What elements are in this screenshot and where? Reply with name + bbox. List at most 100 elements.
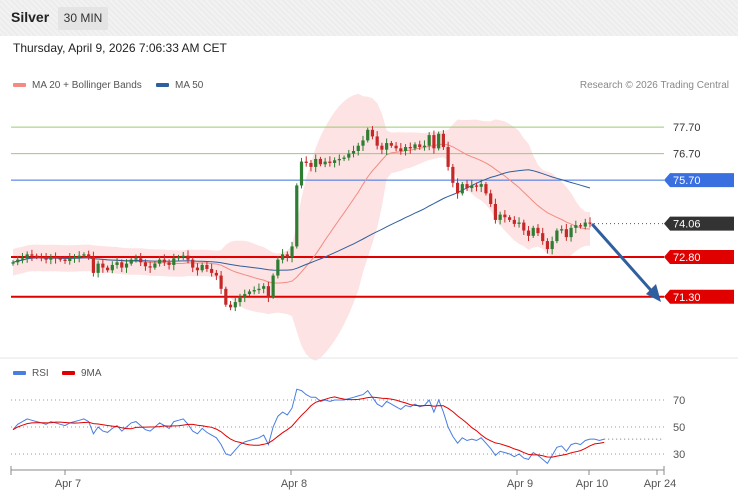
candle-body	[375, 136, 379, 146]
candle-body	[366, 129, 370, 141]
rsi-levels: 70 50 30	[11, 395, 685, 461]
candle-body	[96, 263, 100, 273]
legend-ma20: MA 20 + Bollinger Bands	[13, 80, 142, 91]
candle-body	[238, 296, 242, 303]
level-label-2: 75.70	[673, 175, 701, 187]
candle-body	[39, 257, 43, 259]
rsi-legend-swatch	[13, 371, 26, 376]
candle-body	[370, 129, 375, 137]
rsi-level-label: 30	[673, 449, 685, 461]
candle-body	[418, 144, 422, 148]
candle-body	[295, 185, 299, 247]
candle-body	[455, 182, 460, 194]
candle-body	[139, 258, 143, 263]
candle-body	[181, 255, 185, 257]
candle-body	[143, 262, 148, 267]
candle-body	[35, 255, 39, 257]
candle-body	[186, 255, 190, 260]
chart-header	[0, 0, 738, 36]
ma50-line	[12, 169, 591, 271]
candle-body	[531, 227, 535, 236]
rsi-level-label: 50	[673, 422, 685, 434]
candle-body	[162, 259, 166, 263]
candle-body	[328, 161, 332, 163]
candle-body	[25, 254, 29, 259]
candle-body	[413, 144, 417, 149]
candle-body	[205, 264, 209, 269]
candle-body	[72, 257, 77, 259]
candle-body	[110, 264, 114, 271]
candle-body	[115, 262, 119, 265]
candle-body	[290, 246, 294, 257]
candle-body	[82, 254, 86, 256]
candle-body	[158, 259, 162, 264]
legend-ma50: MA 50	[156, 80, 203, 91]
candle-body	[526, 230, 531, 236]
candle-body	[252, 290, 256, 292]
candle-body	[385, 143, 389, 150]
rsi-level-label: 70	[673, 395, 685, 407]
bollinger-band-area	[13, 93, 590, 361]
credit-text: Research © 2026 Trading Central	[579, 80, 729, 91]
x-tick-label: Apr 10	[576, 478, 608, 490]
legend-ma50-label: MA 50	[175, 80, 204, 91]
rsi-legend-rsi: RSI	[13, 368, 49, 379]
candle-body	[460, 184, 464, 194]
candle-body	[574, 225, 578, 228]
candle-body	[53, 257, 58, 259]
candle-body	[148, 266, 152, 268]
candle-body	[441, 133, 445, 148]
candle-body	[342, 157, 346, 159]
candle-body	[299, 161, 304, 186]
candle-body	[176, 257, 181, 259]
candle-body	[243, 294, 247, 297]
candle-body	[351, 151, 356, 154]
candle-body	[427, 135, 431, 146]
candle-body	[266, 286, 270, 297]
legend-ma20-swatch	[13, 83, 26, 88]
candle-body	[134, 258, 138, 260]
candle-body	[58, 258, 62, 260]
candle-body	[569, 227, 573, 238]
candle-body	[91, 257, 96, 273]
candle-body	[536, 227, 540, 234]
candle-body	[437, 133, 441, 149]
candle-body	[257, 288, 261, 291]
candle-body	[77, 255, 81, 257]
level-label-1: 76.70	[673, 149, 701, 161]
candle-body	[347, 153, 351, 158]
candle-body	[314, 158, 318, 167]
candle-body	[583, 222, 587, 227]
candle-body	[550, 241, 554, 250]
candle-body	[403, 147, 408, 151]
candle-body	[153, 263, 157, 268]
level-lines: 77.70 76.70 75.70 74.06 72.80 71.30	[11, 122, 734, 304]
candle-body	[470, 185, 474, 189]
candle-body	[337, 158, 341, 161]
candle-body	[545, 241, 550, 250]
candle-body	[172, 258, 176, 265]
candle-body	[399, 148, 403, 151]
candle-body	[578, 225, 583, 227]
candle-body	[219, 275, 223, 289]
level-label-4: 72.80	[673, 252, 701, 264]
candle-body	[167, 262, 171, 265]
candle-body	[522, 222, 526, 231]
candle-body	[105, 267, 110, 271]
x-tick-label: Apr 24	[644, 478, 676, 490]
candle-body	[233, 302, 237, 308]
candle-body	[304, 161, 308, 163]
candle-body	[318, 158, 323, 165]
candle-body	[124, 263, 129, 268]
timeframe-button[interactable]: 30 MIN	[58, 7, 108, 30]
candle-body	[394, 145, 398, 149]
candle-body	[333, 160, 337, 163]
candle-body	[323, 161, 327, 165]
candle-body	[479, 184, 483, 187]
candle-body	[560, 229, 564, 231]
candle-body	[11, 262, 15, 264]
datetime-label: Thursday, April 9, 2026 7:06:33 AM CET	[13, 41, 227, 55]
candle-body	[555, 230, 559, 242]
